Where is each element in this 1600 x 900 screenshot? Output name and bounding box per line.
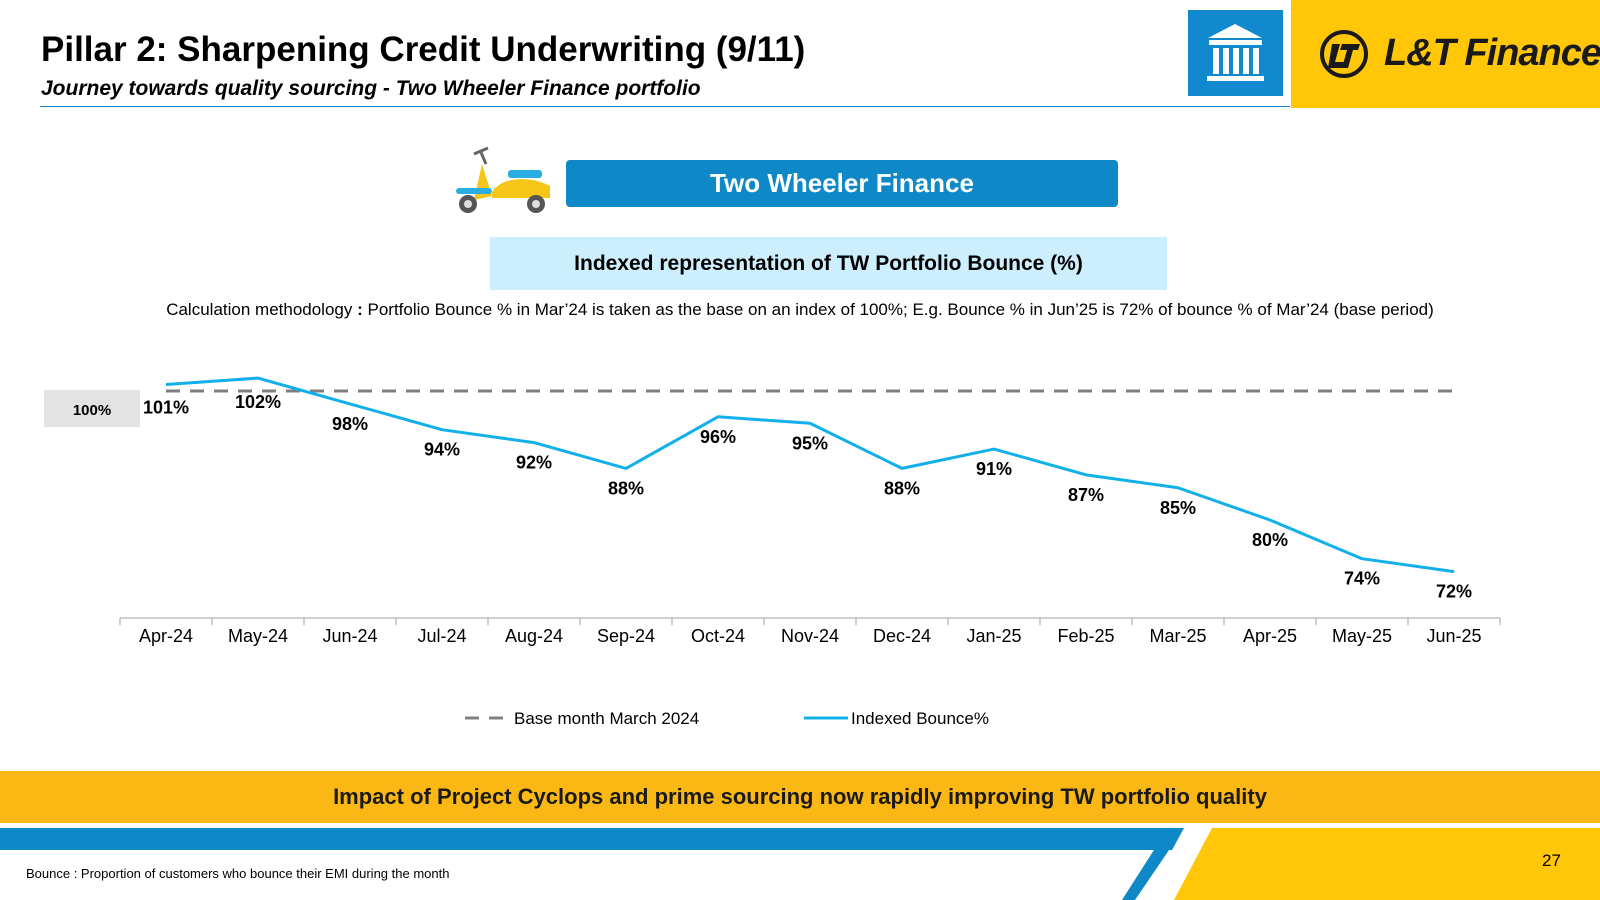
brand-logo-text: L&T Finance [1384, 32, 1600, 74]
data-point [257, 377, 259, 379]
x-tick-label: Nov-24 [781, 626, 839, 646]
data-point [993, 448, 995, 450]
x-tick-label: May-24 [228, 626, 288, 646]
data-point [533, 442, 535, 444]
base-label: 100% [73, 402, 111, 419]
x-tick-label: Jul-24 [417, 626, 466, 646]
x-tick-label: Feb-25 [1057, 626, 1114, 646]
data-label: 102% [235, 392, 281, 412]
x-tick-label: Jun-25 [1426, 626, 1481, 646]
page-number: 27 [1542, 851, 1561, 870]
x-tick-label: Jan-25 [966, 626, 1021, 646]
title-divider [40, 106, 1290, 107]
data-label: 88% [608, 478, 644, 498]
methodology-separator: : [352, 300, 368, 319]
data-point [809, 422, 811, 424]
bank-building-icon [1207, 24, 1264, 81]
data-label: 98% [332, 414, 368, 434]
lt-logo-icon [1318, 28, 1374, 89]
data-point [1085, 474, 1087, 476]
section-banner: Two Wheeler Finance [566, 160, 1118, 207]
methodology-note: Calculation methodology : Portfolio Boun… [0, 300, 1600, 320]
data-label: 74% [1344, 569, 1380, 589]
callout-band [0, 771, 1600, 823]
data-point [1453, 571, 1455, 573]
data-point [1269, 519, 1271, 521]
callout-text: Impact of Project Cyclops and prime sour… [333, 784, 1267, 809]
page-title: Pillar 2: Sharpening Credit Underwriting… [41, 30, 806, 69]
data-point [717, 416, 719, 418]
x-tick-label: May-25 [1332, 626, 1392, 646]
page-subtitle: Journey towards quality sourcing - Two W… [41, 77, 701, 100]
methodology-prefix: Calculation methodology [166, 300, 353, 319]
data-point [349, 403, 351, 405]
data-label: 96% [700, 427, 736, 447]
data-label: 92% [516, 453, 552, 473]
x-tick-label: Sep-24 [597, 626, 655, 646]
x-tick-label: Jun-24 [322, 626, 377, 646]
data-point [165, 384, 167, 386]
x-tick-label: Aug-24 [505, 626, 563, 646]
data-point [901, 467, 903, 469]
data-point [1177, 487, 1179, 489]
data-label: 87% [1068, 485, 1104, 505]
legend-label-base: Base month March 2024 [514, 709, 699, 728]
data-label: 91% [976, 459, 1012, 479]
brand-tile [1291, 0, 1600, 108]
data-label: 88% [884, 478, 920, 498]
x-tick-label: Apr-24 [139, 626, 193, 646]
data-label: 94% [424, 440, 460, 460]
data-label: 80% [1252, 530, 1288, 550]
data-label: 101% [143, 398, 189, 418]
data-label: 85% [1160, 498, 1196, 518]
x-tick-label: Oct-24 [691, 626, 745, 646]
chart-heading: Indexed representation of TW Portfolio B… [490, 237, 1167, 290]
x-tick-label: Mar-25 [1149, 626, 1206, 646]
x-tick-label: Apr-25 [1243, 626, 1297, 646]
bank-tile [1188, 10, 1283, 96]
methodology-text: Portfolio Bounce % in Mar’24 is taken as… [367, 300, 1434, 319]
legend-label-bounce: Indexed Bounce% [851, 709, 989, 728]
data-point [1361, 558, 1363, 560]
footnote: Bounce : Proportion of customers who bou… [26, 866, 450, 881]
scooter-icon [452, 146, 556, 221]
data-label: 72% [1436, 582, 1472, 602]
bounce-index-chart: 100% 101% 102% 98% 94% 92% 88% 96% 95% 88% 91% 87% 8… [44, 376, 1501, 728]
x-tick-label: Dec-24 [873, 626, 931, 646]
data-point [625, 467, 627, 469]
base-label-box [44, 390, 140, 427]
data-label: 95% [792, 433, 828, 453]
data-point [441, 429, 443, 431]
footer-decoration [0, 828, 1600, 900]
